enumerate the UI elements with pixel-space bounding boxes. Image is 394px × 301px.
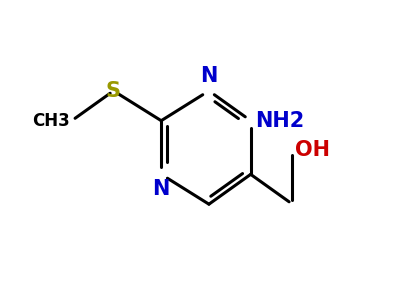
Text: CH3: CH3: [33, 112, 70, 130]
Text: N: N: [152, 179, 170, 199]
Text: NH2: NH2: [255, 111, 305, 131]
Text: N: N: [200, 67, 217, 86]
Text: S: S: [106, 81, 121, 101]
Text: OH: OH: [296, 141, 331, 160]
